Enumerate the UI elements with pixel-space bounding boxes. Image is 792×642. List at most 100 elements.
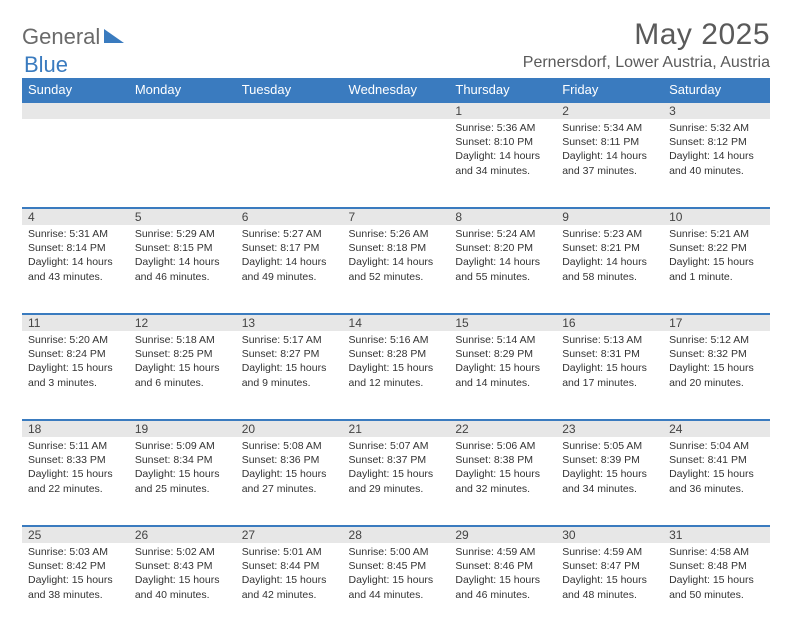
day-cell: Sunrise: 5:31 AMSunset: 8:14 PMDaylight:… xyxy=(22,225,129,314)
day-cell: Sunrise: 5:17 AMSunset: 8:27 PMDaylight:… xyxy=(236,331,343,420)
day-cell-body: Sunrise: 5:27 AMSunset: 8:17 PMDaylight:… xyxy=(236,225,343,288)
day-number: 28 xyxy=(343,526,450,543)
day-content-row: Sunrise: 5:03 AMSunset: 8:42 PMDaylight:… xyxy=(22,543,770,632)
day-cell: Sunrise: 5:01 AMSunset: 8:44 PMDaylight:… xyxy=(236,543,343,632)
day-number-row: ....123 xyxy=(22,102,770,119)
day-cell-body: Sunrise: 4:59 AMSunset: 8:47 PMDaylight:… xyxy=(556,543,663,606)
day-cell: Sunrise: 5:16 AMSunset: 8:28 PMDaylight:… xyxy=(343,331,450,420)
day-number: 5 xyxy=(129,208,236,225)
day-cell-body: Sunrise: 5:03 AMSunset: 8:42 PMDaylight:… xyxy=(22,543,129,606)
day-cell-body xyxy=(343,119,450,125)
day-cell xyxy=(236,119,343,208)
day-cell xyxy=(129,119,236,208)
calendar-table: SundayMondayTuesdayWednesdayThursdayFrid… xyxy=(22,78,770,632)
day-cell-body xyxy=(129,119,236,125)
calendar-body: ....123Sunrise: 5:36 AMSunset: 8:10 PMDa… xyxy=(22,102,770,632)
calendar-page: General May 2025 Pernersdorf, Lower Aust… xyxy=(0,0,792,642)
day-cell xyxy=(343,119,450,208)
day-cell-body: Sunrise: 5:09 AMSunset: 8:34 PMDaylight:… xyxy=(129,437,236,500)
day-number: 13 xyxy=(236,314,343,331)
day-number: . xyxy=(343,102,450,119)
day-cell-body: Sunrise: 5:00 AMSunset: 8:45 PMDaylight:… xyxy=(343,543,450,606)
logo-line2: Blue xyxy=(24,52,68,78)
day-number: 29 xyxy=(449,526,556,543)
day-number: 30 xyxy=(556,526,663,543)
day-cell: Sunrise: 5:23 AMSunset: 8:21 PMDaylight:… xyxy=(556,225,663,314)
day-cell-body: Sunrise: 5:12 AMSunset: 8:32 PMDaylight:… xyxy=(663,331,770,394)
day-cell-body: Sunrise: 4:59 AMSunset: 8:46 PMDaylight:… xyxy=(449,543,556,606)
day-cell-body: Sunrise: 5:26 AMSunset: 8:18 PMDaylight:… xyxy=(343,225,450,288)
day-cell-body: Sunrise: 5:05 AMSunset: 8:39 PMDaylight:… xyxy=(556,437,663,500)
day-cell: Sunrise: 5:36 AMSunset: 8:10 PMDaylight:… xyxy=(449,119,556,208)
day-number: 23 xyxy=(556,420,663,437)
day-number-row: 25262728293031 xyxy=(22,526,770,543)
location: Pernersdorf, Lower Austria, Austria xyxy=(523,54,770,72)
day-cell: Sunrise: 5:13 AMSunset: 8:31 PMDaylight:… xyxy=(556,331,663,420)
weekday-header: Wednesday xyxy=(343,78,450,102)
day-cell: Sunrise: 5:20 AMSunset: 8:24 PMDaylight:… xyxy=(22,331,129,420)
day-number: 4 xyxy=(22,208,129,225)
day-content-row: Sunrise: 5:36 AMSunset: 8:10 PMDaylight:… xyxy=(22,119,770,208)
weekday-header: Sunday xyxy=(22,78,129,102)
day-cell-body: Sunrise: 5:02 AMSunset: 8:43 PMDaylight:… xyxy=(129,543,236,606)
day-number: 15 xyxy=(449,314,556,331)
day-cell-body: Sunrise: 5:32 AMSunset: 8:12 PMDaylight:… xyxy=(663,119,770,182)
day-cell-body: Sunrise: 5:06 AMSunset: 8:38 PMDaylight:… xyxy=(449,437,556,500)
day-cell: Sunrise: 4:58 AMSunset: 8:48 PMDaylight:… xyxy=(663,543,770,632)
day-number: 1 xyxy=(449,102,556,119)
day-content-row: Sunrise: 5:31 AMSunset: 8:14 PMDaylight:… xyxy=(22,225,770,314)
day-cell-body: Sunrise: 5:08 AMSunset: 8:36 PMDaylight:… xyxy=(236,437,343,500)
day-number: 31 xyxy=(663,526,770,543)
day-cell-body: Sunrise: 5:36 AMSunset: 8:10 PMDaylight:… xyxy=(449,119,556,182)
day-cell: Sunrise: 5:12 AMSunset: 8:32 PMDaylight:… xyxy=(663,331,770,420)
day-number: 22 xyxy=(449,420,556,437)
day-cell: Sunrise: 5:04 AMSunset: 8:41 PMDaylight:… xyxy=(663,437,770,526)
day-number: 27 xyxy=(236,526,343,543)
day-number-row: 11121314151617 xyxy=(22,314,770,331)
weekday-header-row: SundayMondayTuesdayWednesdayThursdayFrid… xyxy=(22,78,770,102)
day-number: 3 xyxy=(663,102,770,119)
day-cell-body: Sunrise: 5:23 AMSunset: 8:21 PMDaylight:… xyxy=(556,225,663,288)
day-number: 26 xyxy=(129,526,236,543)
day-number: 24 xyxy=(663,420,770,437)
day-number: 10 xyxy=(663,208,770,225)
day-cell-body: Sunrise: 5:31 AMSunset: 8:14 PMDaylight:… xyxy=(22,225,129,288)
day-cell-body: Sunrise: 5:11 AMSunset: 8:33 PMDaylight:… xyxy=(22,437,129,500)
day-number: 18 xyxy=(22,420,129,437)
day-cell: Sunrise: 5:32 AMSunset: 8:12 PMDaylight:… xyxy=(663,119,770,208)
day-cell: Sunrise: 5:24 AMSunset: 8:20 PMDaylight:… xyxy=(449,225,556,314)
header: General May 2025 Pernersdorf, Lower Aust… xyxy=(22,18,770,72)
weekday-header: Thursday xyxy=(449,78,556,102)
weekday-header: Tuesday xyxy=(236,78,343,102)
day-number: 19 xyxy=(129,420,236,437)
day-number: 25 xyxy=(22,526,129,543)
day-cell: Sunrise: 5:00 AMSunset: 8:45 PMDaylight:… xyxy=(343,543,450,632)
day-cell: Sunrise: 5:05 AMSunset: 8:39 PMDaylight:… xyxy=(556,437,663,526)
day-number: 17 xyxy=(663,314,770,331)
day-cell: Sunrise: 5:14 AMSunset: 8:29 PMDaylight:… xyxy=(449,331,556,420)
day-cell: Sunrise: 5:02 AMSunset: 8:43 PMDaylight:… xyxy=(129,543,236,632)
day-cell: Sunrise: 5:11 AMSunset: 8:33 PMDaylight:… xyxy=(22,437,129,526)
day-cell: Sunrise: 5:09 AMSunset: 8:34 PMDaylight:… xyxy=(129,437,236,526)
logo-part2: Blue xyxy=(24,52,68,77)
day-cell-body: Sunrise: 5:24 AMSunset: 8:20 PMDaylight:… xyxy=(449,225,556,288)
day-number-row: 18192021222324 xyxy=(22,420,770,437)
day-cell: Sunrise: 5:08 AMSunset: 8:36 PMDaylight:… xyxy=(236,437,343,526)
day-cell: Sunrise: 5:18 AMSunset: 8:25 PMDaylight:… xyxy=(129,331,236,420)
day-number-row: 45678910 xyxy=(22,208,770,225)
day-cell-body: Sunrise: 5:20 AMSunset: 8:24 PMDaylight:… xyxy=(22,331,129,394)
day-number: . xyxy=(129,102,236,119)
day-number: . xyxy=(22,102,129,119)
day-cell-body: Sunrise: 5:13 AMSunset: 8:31 PMDaylight:… xyxy=(556,331,663,394)
day-number: 6 xyxy=(236,208,343,225)
day-cell-body: Sunrise: 5:18 AMSunset: 8:25 PMDaylight:… xyxy=(129,331,236,394)
day-cell-body: Sunrise: 5:29 AMSunset: 8:15 PMDaylight:… xyxy=(129,225,236,288)
day-cell-body xyxy=(22,119,129,125)
day-cell: Sunrise: 4:59 AMSunset: 8:47 PMDaylight:… xyxy=(556,543,663,632)
day-cell: Sunrise: 4:59 AMSunset: 8:46 PMDaylight:… xyxy=(449,543,556,632)
day-number: 7 xyxy=(343,208,450,225)
day-cell xyxy=(22,119,129,208)
day-cell-body: Sunrise: 5:34 AMSunset: 8:11 PMDaylight:… xyxy=(556,119,663,182)
day-number: 14 xyxy=(343,314,450,331)
day-number: . xyxy=(236,102,343,119)
